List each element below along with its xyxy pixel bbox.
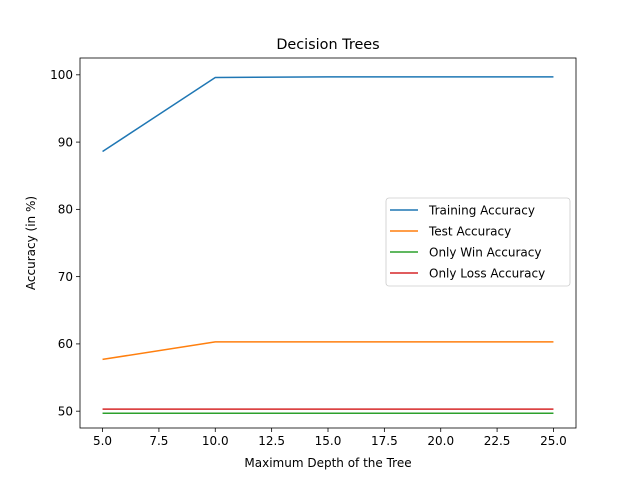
y-tick-label: 80 — [58, 203, 73, 217]
x-tick-label: 10.0 — [202, 434, 229, 448]
y-tick-label: 90 — [58, 135, 73, 149]
legend-box — [385, 197, 571, 287]
chart-title: Decision Trees — [276, 37, 379, 53]
x-tick-label: 17.5 — [371, 434, 398, 448]
legend-label: Only Win Accuracy — [429, 245, 541, 259]
series-line-2 — [102, 341, 554, 361]
x-tick-label: 15.0 — [315, 434, 342, 448]
series-line-1 — [102, 76, 554, 153]
x-tick-label: 25.0 — [540, 434, 567, 448]
legend: Training Accuracy Test Accuracy Only Win A… — [385, 197, 571, 287]
x-tick-label: 22.5 — [484, 434, 511, 448]
x-axis-label: Maximum Depth of the Tree — [244, 456, 411, 470]
y-axis-ticks: 50 60 70 80 90 100 — [50, 68, 80, 418]
series-layer — [102, 76, 554, 414]
x-tick-label: 5.0 — [93, 434, 112, 448]
y-axis-label: Accuracy (in %) — [24, 196, 38, 290]
y-tick-label: 100 — [50, 68, 73, 82]
legend-label: Only Loss Accuracy — [429, 266, 545, 280]
plot-area: 5.0 7.5 10.0 12.5 15.0 17.5 20.0 22.5 25.0 50 60 7… — [50, 57, 577, 448]
legend-label: Training Accuracy — [428, 203, 535, 217]
x-axis-ticks: 5.0 7.5 10.0 12.5 15.0 17.5 20.0 22.5 25.0 — [93, 428, 567, 448]
x-tick-label: 7.5 — [149, 434, 168, 448]
y-tick-label: 70 — [58, 270, 73, 284]
y-tick-label: 50 — [58, 404, 73, 418]
x-tick-label: 20.0 — [427, 434, 454, 448]
x-tick-label: 12.5 — [258, 434, 285, 448]
legend-label: Test Accuracy — [428, 224, 511, 238]
y-tick-label: 60 — [58, 337, 73, 351]
